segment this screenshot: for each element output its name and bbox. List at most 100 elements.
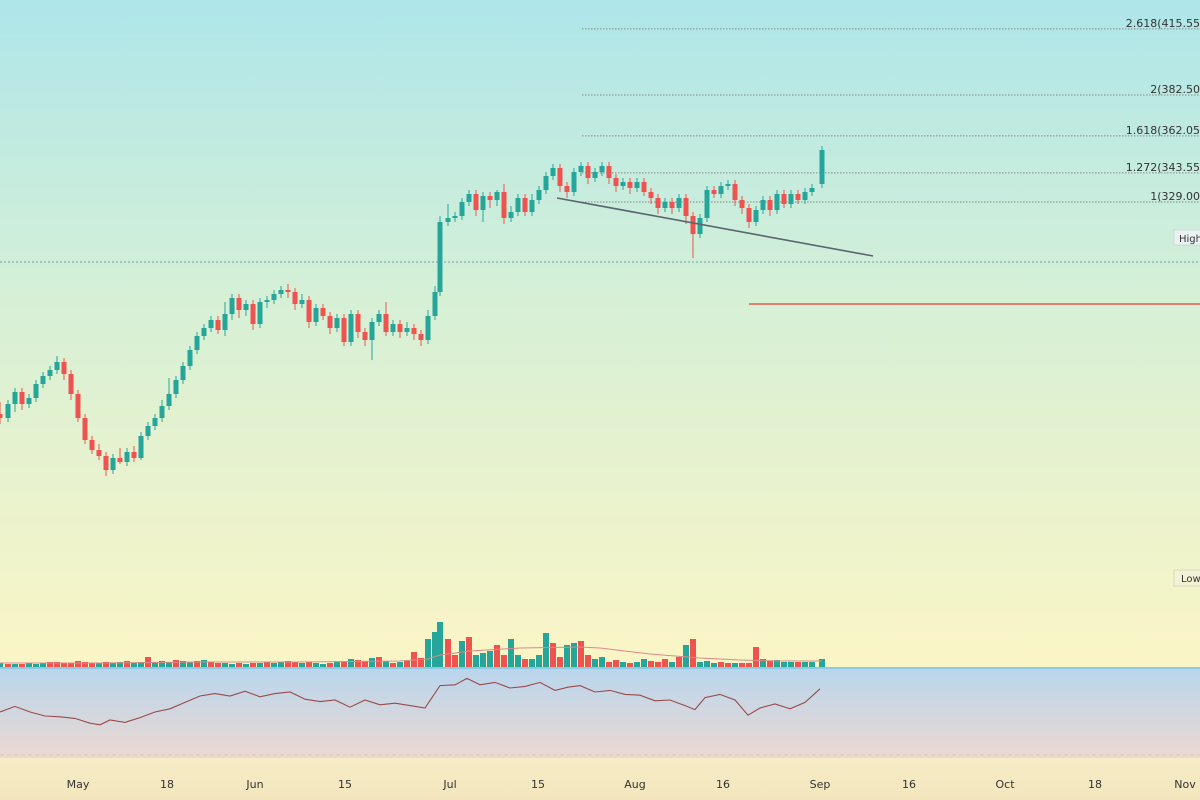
candle [494,190,500,206]
candle-body [334,318,340,328]
candle [578,162,584,176]
volume-bar [19,664,25,667]
candle-body [201,328,207,336]
candle-body [341,318,347,342]
candle [110,454,116,474]
volume-bar [641,659,647,667]
candle-body [613,178,619,186]
high-label: High [1179,234,1200,245]
volume-bar [306,662,312,667]
candle-body [437,222,443,292]
candle [313,304,319,326]
volume-bar [725,663,731,667]
candle [536,186,542,204]
candle-body [739,200,745,208]
volume-bar [459,641,465,667]
candle-body [487,196,493,200]
candle [201,324,207,340]
candle-body [564,186,570,192]
fibonacci-levels: 2.618(415.55 2(382.50 1.618(362.05 1.272(34… [582,17,1200,203]
candle-body [802,192,808,200]
volume-bar [117,662,123,667]
candle-body [187,350,193,366]
candle-body [236,298,242,310]
candle-body [117,458,123,462]
candle [662,198,668,212]
candle [0,402,3,424]
candle [47,366,53,380]
candle-body [313,308,319,322]
candle [236,294,242,318]
candle [243,300,249,316]
time-axis-label: Nov [1174,778,1196,791]
volume-bar [285,661,291,667]
volume-bar [194,661,200,667]
candle-body [166,394,172,406]
candle-body [264,300,270,302]
candle [19,388,25,410]
candle [341,314,347,346]
candle-body [75,394,81,418]
candle [466,190,472,206]
candle [5,400,11,422]
candle-body [82,418,88,440]
candle [348,310,354,346]
volume-bar [473,655,479,667]
candle [459,198,465,220]
fib-level-label: 2(382.50 [1150,83,1200,96]
candle-body [494,192,500,200]
volume-moving-average [0,646,822,664]
candle [404,322,410,336]
volume-bar [404,661,410,667]
candle [229,294,235,320]
candle [627,178,633,194]
time-axis-label: 16 [902,778,916,791]
candle [767,196,773,216]
fib-level-label: 1.618(362.05 [1126,124,1200,137]
time-axis-label: Aug [624,778,645,791]
time-axis-label: 15 [531,778,545,791]
candle-body [571,172,577,192]
volume-bar [648,661,654,667]
volume-bar [348,659,354,667]
candle-body [452,216,458,218]
candle [187,346,193,370]
volume-bar [487,651,493,667]
candle [501,184,507,224]
volume-bar [746,663,752,667]
candle-body [180,366,186,380]
volume-bar [557,657,563,667]
volume-bar [54,662,60,667]
candle-body [774,194,780,210]
candle-body [522,198,528,212]
candle-body [704,190,710,218]
volume-bar [264,662,270,667]
volume-bar [781,662,787,667]
volume-bar [606,662,612,667]
candle [718,182,724,198]
descending-trendline[interactable] [556,197,874,257]
volume-bar [278,662,284,667]
volume-bar [26,663,32,667]
candle-body [194,336,200,350]
candle [550,164,556,180]
candle-body [781,194,787,204]
candle-body [271,294,277,300]
candle-body [459,202,465,216]
volume-bar [208,662,214,667]
candle [208,316,214,332]
volume-bar [75,661,81,667]
candle [634,178,640,192]
candle [411,324,417,340]
candle [739,196,745,214]
volume-bar [229,664,235,667]
candle-body [411,328,417,334]
candle-body [173,380,179,394]
candle-body [208,320,214,328]
candle-body [292,292,298,304]
candle-body [676,198,682,208]
candle [432,286,438,320]
candle [437,216,443,296]
volume-bar [655,662,661,667]
